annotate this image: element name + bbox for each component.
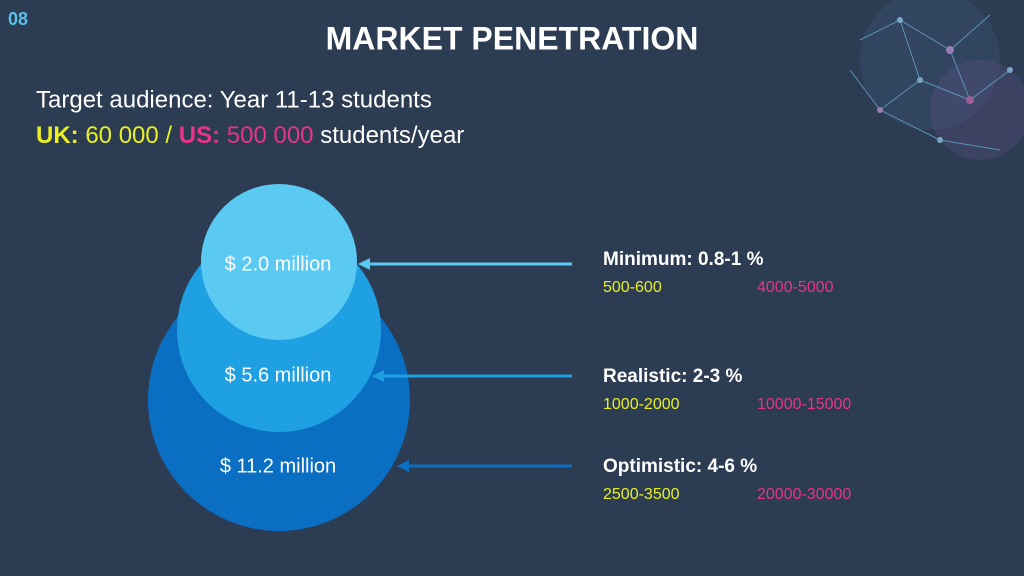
audience-numbers: UK: 60 000 / US: 500 000 students/year [36, 122, 464, 149]
scenario-us: 4000-5000 [757, 279, 834, 296]
arrow-head [358, 258, 370, 270]
scenario-uk: 2500-3500 [603, 486, 680, 503]
arrow-head [372, 370, 384, 382]
circle-label: $ 5.6 million [225, 364, 332, 386]
circle-label: $ 11.2 million [220, 455, 336, 477]
slide-number: 08 [8, 9, 28, 29]
decor-node [937, 137, 943, 143]
scenario-us: 10000-15000 [757, 396, 851, 413]
decor-node [877, 107, 883, 113]
decor-node [1007, 67, 1013, 73]
scenario-us: 20000-30000 [757, 486, 851, 503]
scenarios: Minimum: 0.8-1 % 500-600 4000-5000 Realisti… [603, 249, 851, 503]
decor-node [897, 17, 903, 23]
uk-label: UK: [36, 122, 79, 149]
decor-links [849, 14, 1011, 151]
audience-line: Target audience: Year 11-13 students [36, 86, 432, 113]
scenario-name: Realistic: 2-3 % [603, 366, 742, 387]
circle-label: $ 2.0 million [225, 253, 332, 275]
network-decoration [849, 0, 1024, 160]
decor-node [966, 96, 974, 104]
scenario-name: Minimum: 0.8-1 % [603, 249, 764, 270]
scenario-uk: 1000-2000 [603, 396, 680, 413]
separator: / [165, 122, 172, 149]
title: MARKET PENETRATION [326, 20, 699, 56]
scenario-name: Optimistic: 4-6 % [603, 456, 757, 477]
uk-value: 60 000 [85, 122, 158, 149]
decor-node [917, 77, 923, 83]
decor-glow [930, 60, 1024, 160]
us-label: US: [179, 122, 220, 149]
unit: students/year [320, 122, 464, 149]
arrows [358, 258, 572, 472]
scenario-uk: 500-600 [603, 279, 662, 296]
us-value: 500 000 [227, 122, 314, 149]
circle-small [201, 184, 357, 340]
decor-node [946, 46, 954, 54]
arrow-head [397, 460, 409, 472]
